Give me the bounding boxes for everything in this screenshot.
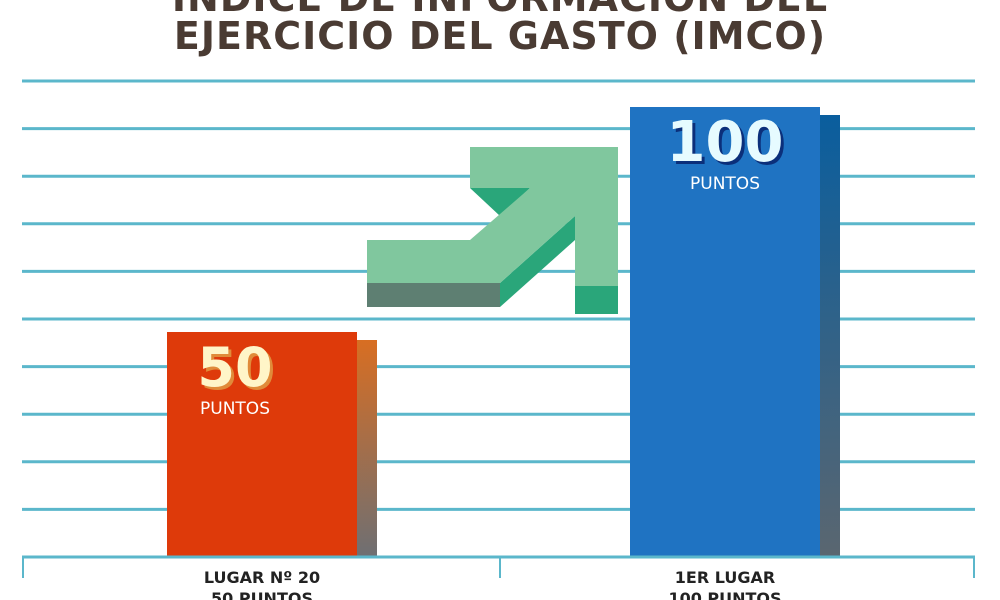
x-tick-sublabel: 100 PUNTOS <box>668 589 781 600</box>
bar <box>167 332 357 557</box>
bar-shadow <box>820 115 840 557</box>
bar-shadow <box>357 340 377 557</box>
bar-unit-label: PUNTOS <box>200 399 270 419</box>
bar-value-label: 100 <box>667 110 784 175</box>
bar <box>630 107 820 557</box>
bar-unit-label: PUNTOS <box>690 174 760 194</box>
bar-value-label-shadow: 50 <box>200 339 275 402</box>
x-tick-label: LUGAR Nº 20 <box>204 568 320 587</box>
chart-title-line-1: ÍNDICE DE INFORMACIÓN DEL <box>0 0 1000 22</box>
bar-value-label-shadow: 100 <box>670 113 787 178</box>
x-tick-label: 1ER LUGAR <box>675 568 775 587</box>
up-arrow-icon <box>367 147 618 314</box>
chart-title-line-2: EJERCICIO DEL GASTO (IMCO) <box>173 14 827 58</box>
x-tick-sublabel: 50 PUNTOS <box>211 589 313 600</box>
bar-value-label: 50 <box>197 336 272 399</box>
